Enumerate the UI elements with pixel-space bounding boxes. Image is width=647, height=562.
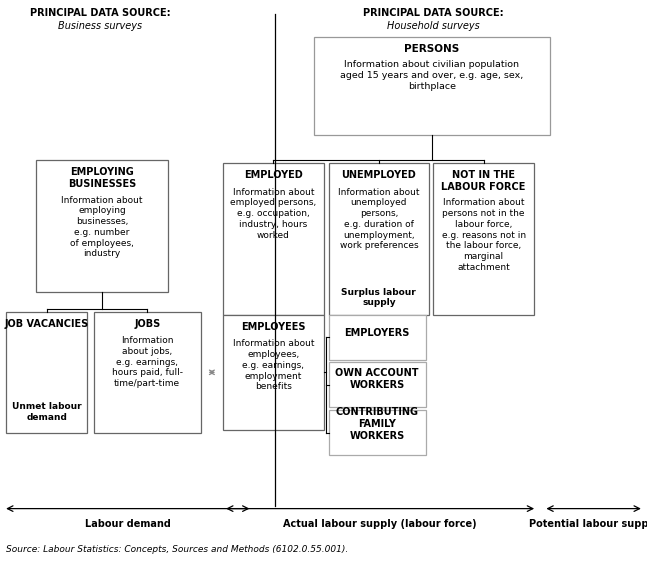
Bar [223,163,324,315]
Bar [329,163,429,315]
Text: PERSONS: PERSONS [404,44,459,54]
Text: Information about
employed persons,
e.g. occupation,
industry, hours
worked: Information about employed persons, e.g.… [230,188,316,240]
Bar [329,410,426,455]
Bar [94,312,201,433]
Text: Source: Labour Statistics: Concepts, Sources and Methods (6102.0.55.001).: Source: Labour Statistics: Concepts, Sou… [6,545,349,554]
Text: Information about
unemployed
persons,
e.g. duration of
unemployment,
work prefer: Information about unemployed persons, e.… [338,188,419,251]
Bar [329,315,426,360]
Text: Information about
employing
businesses,
e.g. number
of employees,
industry: Information about employing businesses, … [61,196,142,259]
Text: EMPLOYING
BUSINESSES: EMPLOYING BUSINESSES [68,167,136,189]
Text: PRINCIPAL DATA SOURCE:: PRINCIPAL DATA SOURCE: [363,8,504,19]
Text: Unmet labour
demand: Unmet labour demand [12,402,82,422]
Bar [314,37,550,135]
Text: EMPLOYERS: EMPLOYERS [344,328,410,338]
Text: Information
about jobs,
e.g. earnings,
hours paid, full-
time/part-time: Information about jobs, e.g. earnings, h… [112,336,182,388]
Text: Actual labour supply (labour force): Actual labour supply (labour force) [283,519,477,529]
Text: JOB VACANCIES: JOB VACANCIES [5,319,89,329]
Text: CONTRIBUTING
FAMILY
WORKERS: CONTRIBUTING FAMILY WORKERS [336,407,419,441]
Text: Surplus labour
supply: Surplus labour supply [342,288,416,307]
Bar [329,362,426,407]
Text: Information about civilian population
aged 15 years and over, e.g. age, sex,
bir: Information about civilian population ag… [340,60,523,90]
Text: NOT IN THE
LABOUR FORCE: NOT IN THE LABOUR FORCE [441,170,526,192]
Text: OWN ACCOUNT
WORKERS: OWN ACCOUNT WORKERS [335,368,419,391]
Bar [6,312,87,433]
Text: EMPLOYED: EMPLOYED [244,170,303,180]
Text: JOBS: JOBS [134,319,160,329]
Text: Business surveys: Business surveys [58,21,142,31]
Text: Potential labour supply: Potential labour supply [529,519,647,529]
Bar [36,160,168,292]
Text: Household surveys: Household surveys [387,21,480,31]
Bar [223,315,324,430]
Text: EMPLOYEES: EMPLOYEES [241,322,305,332]
Text: Information about
persons not in the
labour force,
e.g. reasons not in
the labou: Information about persons not in the lab… [441,198,526,272]
Bar [433,163,534,315]
Text: PRINCIPAL DATA SOURCE:: PRINCIPAL DATA SOURCE: [30,8,171,19]
Text: Labour demand: Labour demand [85,519,170,529]
Text: Information about
employees,
e.g. earnings,
employment
benefits: Information about employees, e.g. earnin… [233,339,314,392]
Text: UNEMPLOYED: UNEMPLOYED [342,170,416,180]
